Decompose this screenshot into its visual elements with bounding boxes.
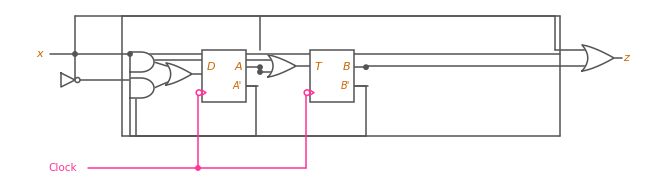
Text: A': A': [233, 81, 242, 91]
Text: x: x: [36, 49, 43, 59]
Circle shape: [305, 90, 310, 95]
Polygon shape: [582, 45, 614, 71]
Circle shape: [73, 52, 77, 56]
Polygon shape: [268, 55, 296, 77]
Bar: [310, 50, 354, 102]
Polygon shape: [130, 52, 154, 72]
Polygon shape: [166, 63, 192, 85]
Circle shape: [196, 166, 200, 170]
Circle shape: [196, 90, 202, 95]
Text: A: A: [235, 62, 243, 72]
Text: B': B': [341, 81, 350, 91]
Circle shape: [364, 65, 368, 69]
Circle shape: [258, 65, 262, 69]
Text: T: T: [315, 62, 322, 72]
Circle shape: [258, 70, 262, 74]
Text: Clock: Clock: [48, 163, 77, 173]
Polygon shape: [61, 73, 75, 87]
Text: z: z: [623, 53, 629, 63]
Circle shape: [128, 52, 132, 56]
Text: D: D: [207, 62, 216, 72]
Circle shape: [75, 78, 80, 83]
Bar: [202, 50, 246, 102]
Text: B: B: [343, 62, 351, 72]
Polygon shape: [130, 78, 154, 98]
